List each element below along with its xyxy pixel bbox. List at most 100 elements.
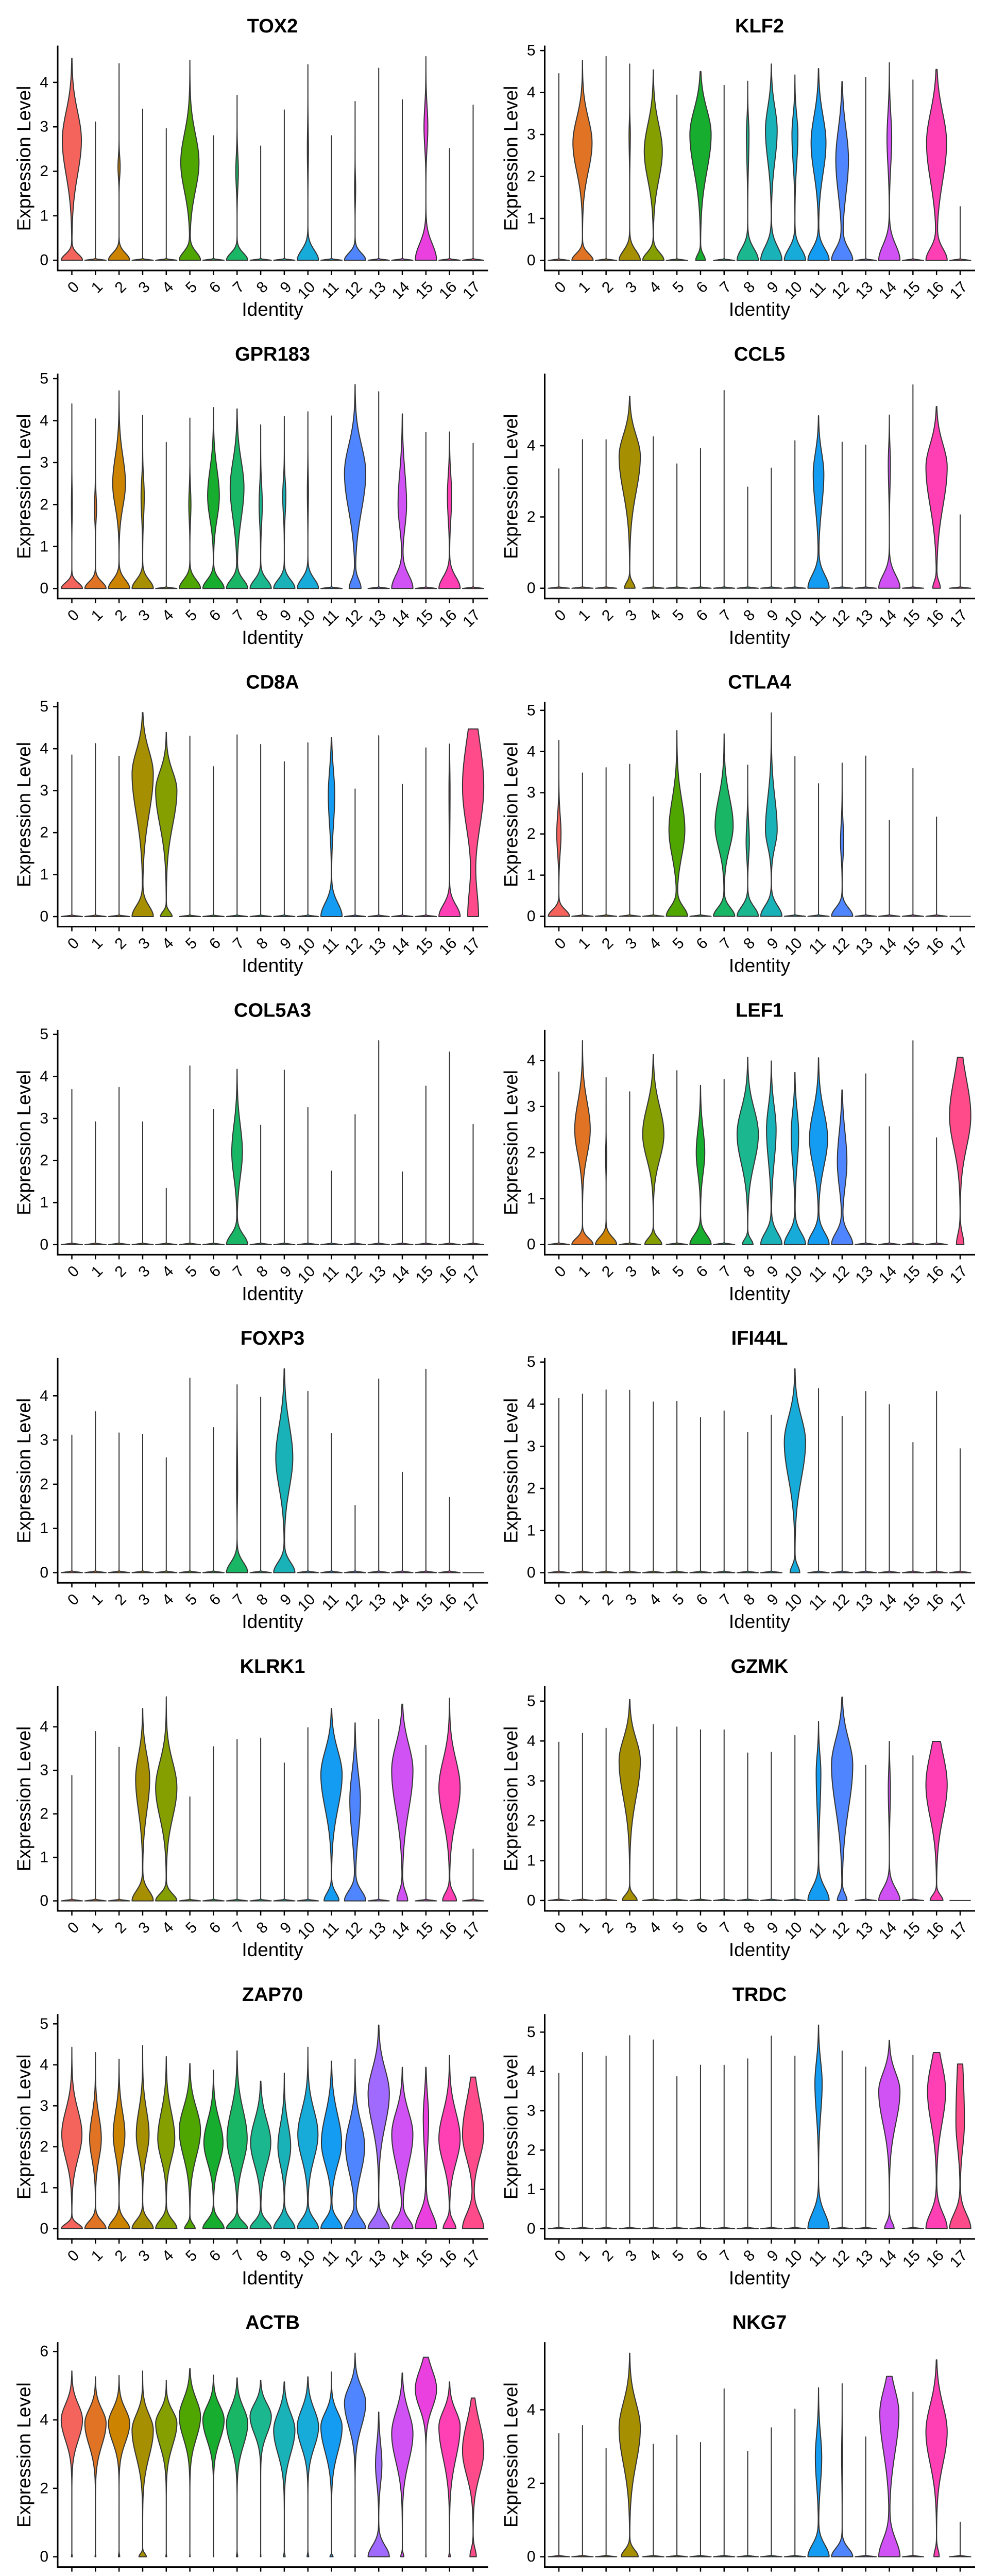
y-axis-title: Expression Level (13, 2382, 35, 2528)
x-axis-title: Identity (242, 2267, 303, 2289)
violin-cluster-15 (901, 2055, 924, 2229)
violin-cluster-17 (462, 443, 485, 589)
x-tick-label: 5 (182, 606, 200, 624)
x-tick-label: 12 (342, 1591, 366, 1615)
x-tick-label: 6 (693, 606, 711, 624)
violin-cluster-11 (807, 1388, 830, 1573)
violin-cluster-5 (178, 735, 201, 918)
violins (60, 1040, 485, 1245)
y-axis-title: Expression Level (501, 86, 522, 231)
violin-cluster-2 (108, 755, 130, 918)
violins (548, 1697, 971, 1901)
violin-cluster-8 (736, 1752, 759, 1901)
x-tick-label: 12 (829, 1591, 853, 1615)
violin-cluster-11 (807, 1057, 830, 1245)
violin-cluster-7 (713, 1410, 736, 1573)
x-tick-label: 15 (413, 278, 437, 302)
violin-cluster-16 (438, 1697, 461, 1902)
x-tick-label: 13 (852, 278, 876, 302)
y-tick-label: 0 (40, 2220, 48, 2237)
x-tick-label: 8 (253, 1263, 271, 1281)
y-axis-title: Expression Level (13, 1070, 35, 1215)
violin-cluster-16 (438, 1497, 461, 1573)
violin-cluster-10 (297, 742, 319, 918)
violin-cluster-17 (949, 2063, 971, 2229)
x-tick-label: 2 (599, 935, 617, 953)
x-tick-label: 6 (693, 2247, 711, 2265)
x-tick-label: 7 (230, 606, 248, 624)
violin-cluster-3 (618, 395, 641, 589)
x-tick-label: 16 (923, 2575, 947, 2576)
x-tick-label: 8 (253, 606, 271, 624)
y-tick-label: 1 (40, 538, 48, 555)
y-tick-label: 6 (40, 2343, 48, 2360)
x-tick-label: 9 (764, 606, 782, 624)
x-tick-label: 11 (319, 935, 342, 958)
violin-cluster-13 (855, 444, 877, 589)
x-tick-label: 9 (764, 278, 782, 296)
violin-cluster-5 (178, 2368, 201, 2557)
x-tick-label: 4 (646, 1263, 664, 1281)
x-tick-label: 2 (112, 1263, 130, 1281)
x-tick-label: 7 (717, 1263, 735, 1281)
violin-cluster-14 (878, 820, 901, 917)
x-tick-label: 0 (64, 278, 82, 296)
y-tick-label: 1 (40, 1520, 48, 1537)
x-tick-label: 17 (459, 2247, 484, 2271)
y-tick-label: 0 (40, 1892, 48, 1909)
violin-cluster-6 (689, 448, 712, 589)
violin-cluster-9 (273, 761, 296, 918)
violin-cluster-9 (273, 109, 296, 261)
x-tick-label: 11 (319, 2575, 342, 2576)
x-tick-label: 0 (552, 2247, 570, 2265)
violin-cluster-16 (925, 2052, 948, 2229)
x-tick-label: 14 (389, 935, 413, 959)
violin-cluster-7 (226, 1069, 248, 1245)
violin-cluster-15 (901, 768, 924, 917)
violin-cluster-13 (855, 2436, 877, 2557)
violin-cluster-14 (391, 784, 414, 918)
violin-cluster-5 (178, 417, 201, 589)
y-tick-label: 4 (40, 2412, 48, 2429)
x-tick-label: 4 (159, 606, 177, 624)
y-tick-label: 4 (40, 1068, 48, 1085)
x-tick-label: 14 (389, 278, 413, 302)
violin-cluster-11 (320, 415, 343, 589)
x-tick-label: 12 (829, 1919, 853, 1943)
x-tick-label: 1 (575, 606, 593, 624)
violin-cluster-6 (202, 135, 225, 261)
violin-cluster-13 (367, 2024, 390, 2229)
y-tick-label: 3 (527, 2103, 536, 2120)
violin-cluster-9 (760, 2427, 783, 2557)
y-tick-label: 2 (40, 163, 48, 180)
violin-cluster-6 (689, 1729, 712, 1901)
violin-cluster-5 (178, 1377, 201, 1573)
violins (60, 1368, 484, 1573)
x-tick-label: 7 (230, 935, 248, 953)
violin-cluster-7 (713, 389, 736, 589)
x-axis-title: Identity (242, 1611, 303, 1632)
x-tick-label: 11 (806, 1263, 829, 1286)
y-tick-label: 3 (40, 1432, 48, 1449)
violin-cluster-11 (807, 68, 830, 261)
violin-cluster-14 (878, 2376, 901, 2557)
y-tick-label: 5 (40, 370, 48, 387)
x-tick-label: 15 (899, 606, 924, 631)
y-tick-label: 5 (527, 42, 536, 59)
x-tick-label: 0 (64, 1263, 82, 1281)
violin-cluster-11 (807, 1721, 830, 1901)
violin-cluster-2 (595, 767, 618, 917)
violin-cluster-0 (60, 2370, 83, 2557)
violin-cluster-9 (760, 467, 783, 589)
violin-cluster-12 (831, 2050, 854, 2229)
violin-cluster-2 (108, 390, 130, 589)
violin-cluster-14 (391, 1471, 414, 1573)
violin-cluster-9 (760, 712, 783, 917)
y-tick-label: 4 (527, 2063, 536, 2080)
violin-cluster-12 (831, 762, 854, 917)
x-tick-label: 13 (365, 606, 389, 631)
violin-cluster-7 (226, 2050, 248, 2229)
x-tick-label: 6 (206, 278, 224, 296)
violin-cluster-14 (391, 1171, 414, 1245)
y-tick-label: 3 (527, 126, 536, 143)
